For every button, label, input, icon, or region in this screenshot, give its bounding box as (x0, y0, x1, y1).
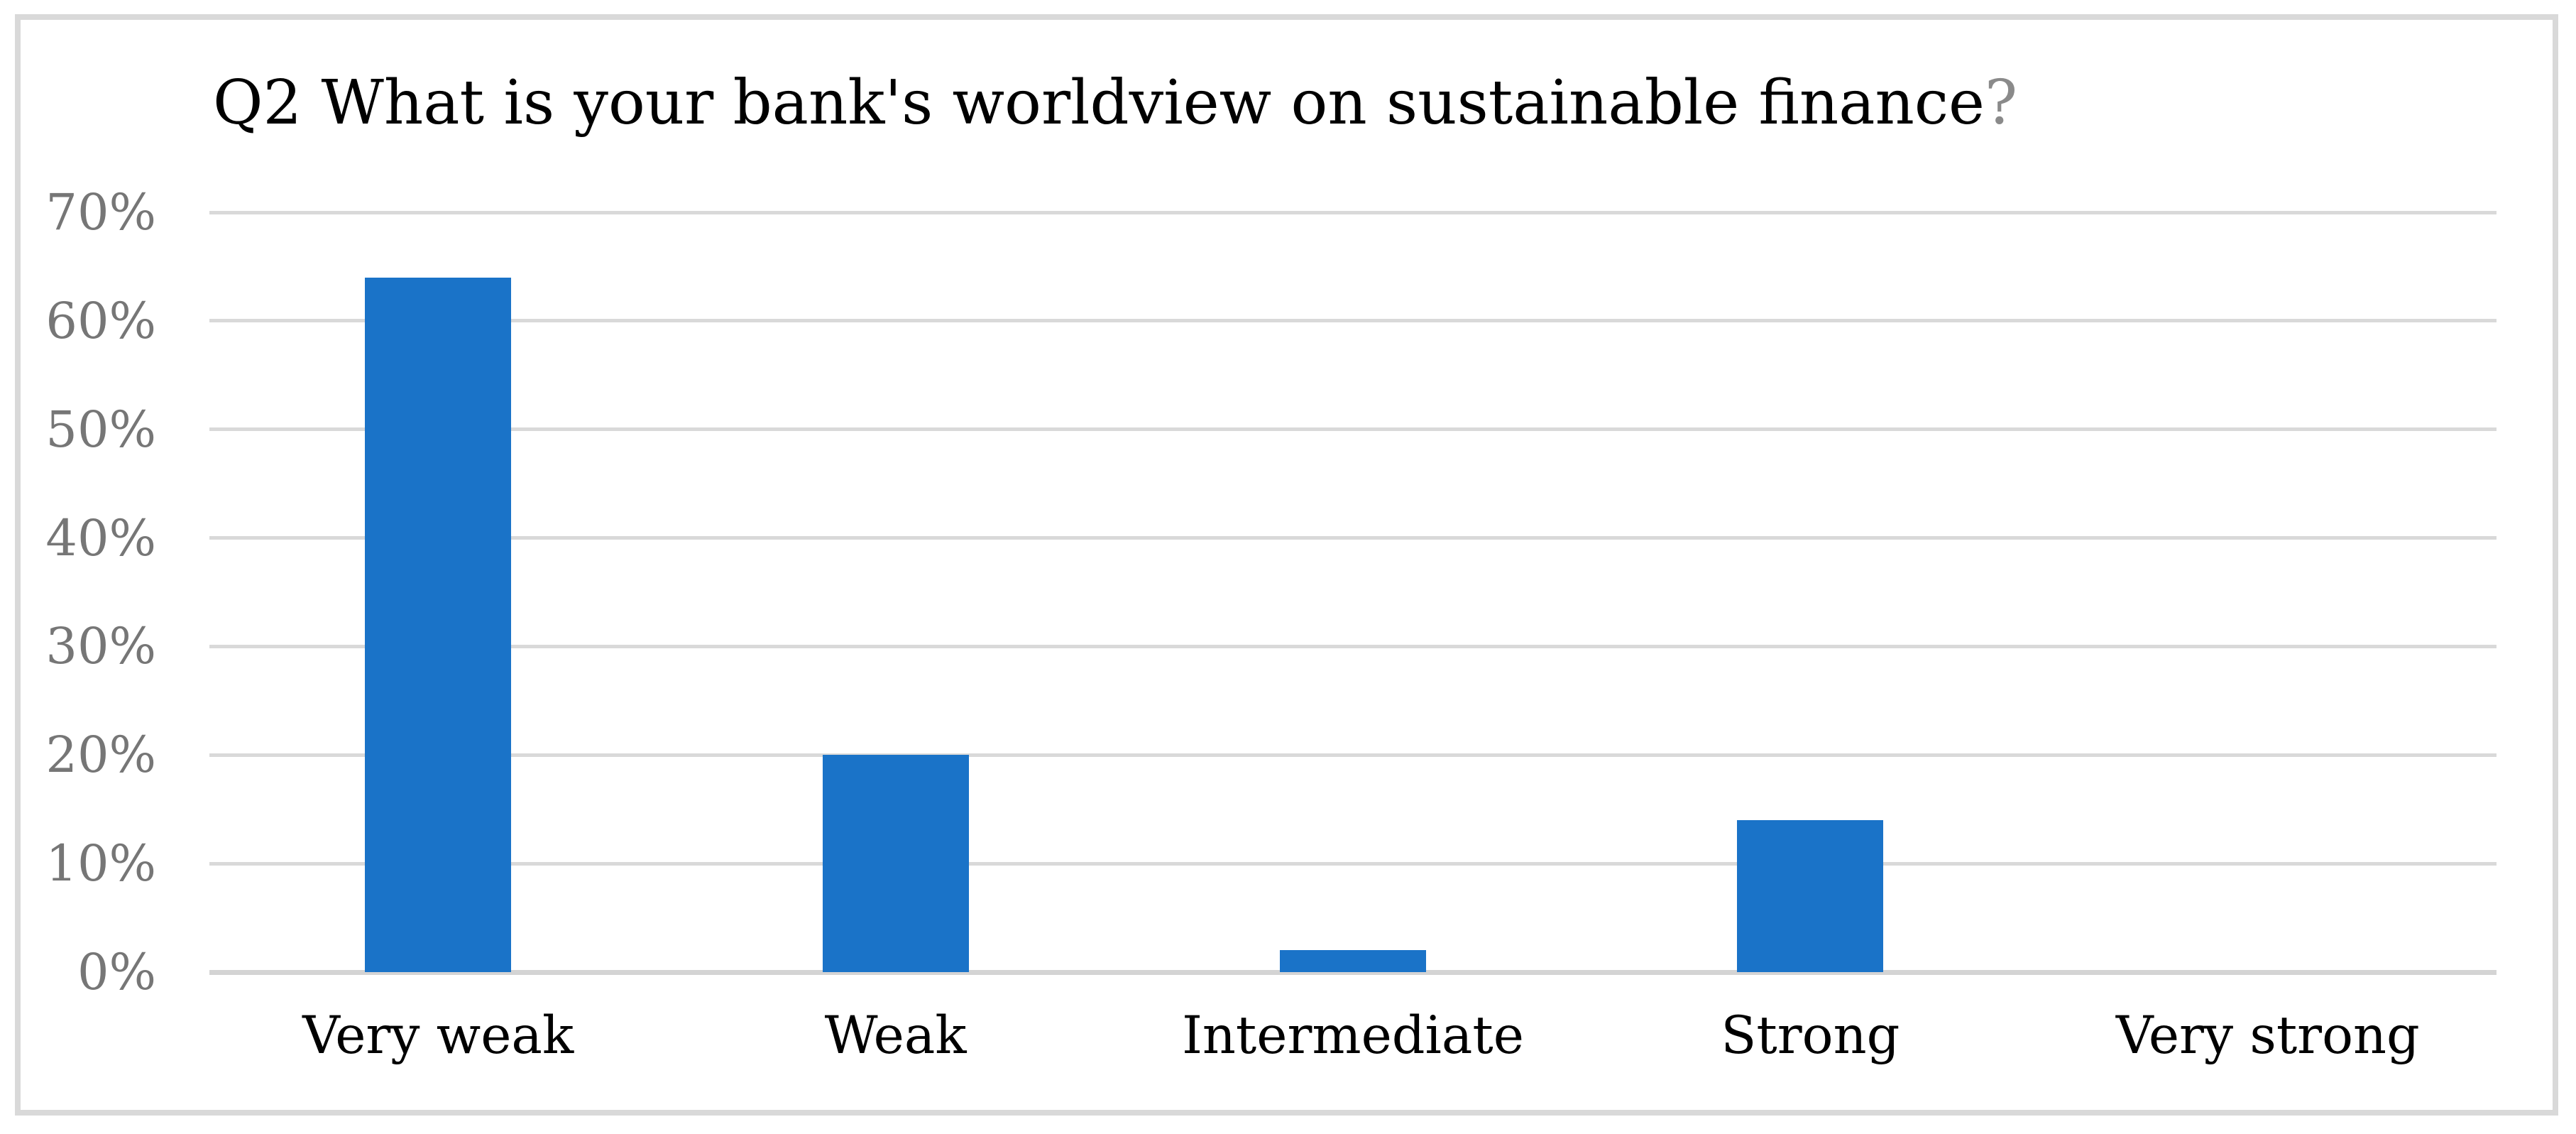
y-axis-tick-label: 70% (45, 183, 156, 241)
bar-intermediate (1280, 950, 1426, 972)
y-axis-tick-label: 20% (45, 726, 156, 785)
gridline-50-percent (209, 427, 2496, 432)
bar-weak (822, 755, 969, 972)
x-axis-label-strong: Strong (1721, 1005, 1900, 1066)
gridline-30-percent (209, 644, 2496, 648)
y-axis-tick-label: 10% (45, 834, 156, 893)
x-axis-label-very-strong: Very strong (2115, 1005, 2420, 1066)
gridline-10-percent (209, 861, 2496, 866)
gridline-20-percent (209, 753, 2496, 757)
y-axis-tick-label: 30% (45, 617, 156, 676)
x-axis-label-intermediate: Intermediate (1182, 1005, 1524, 1066)
y-axis-tick-label: 60% (45, 291, 156, 350)
x-axis-label-very-weak: Very weak (302, 1005, 574, 1066)
x-axis-line (209, 969, 2496, 975)
y-axis-tick-label: 50% (45, 400, 156, 459)
bar-very-weak (365, 277, 512, 972)
x-axis-label-weak: Weak (824, 1005, 967, 1066)
y-axis-tick-label: 40% (45, 508, 156, 567)
plot-area: 0% 10% 20% 30% 40% 50% 60% 70% Very weak Weak Inte… (45, 187, 2496, 1066)
chart-title-question-mark: ? (1984, 67, 2018, 138)
bar-strong (1737, 820, 1884, 972)
chart-title-text: Q2 What is your bank's worldview on sust… (212, 67, 1985, 138)
gridline-70-percent (209, 210, 2496, 214)
gridline-40-percent (209, 536, 2496, 540)
gridline-60-percent (209, 319, 2496, 323)
chart-border-frame (15, 14, 2558, 1116)
chart-title: Q2 What is your bank's worldview on sust… (0, 67, 2230, 140)
y-axis-tick-label: 0% (77, 943, 156, 1001)
